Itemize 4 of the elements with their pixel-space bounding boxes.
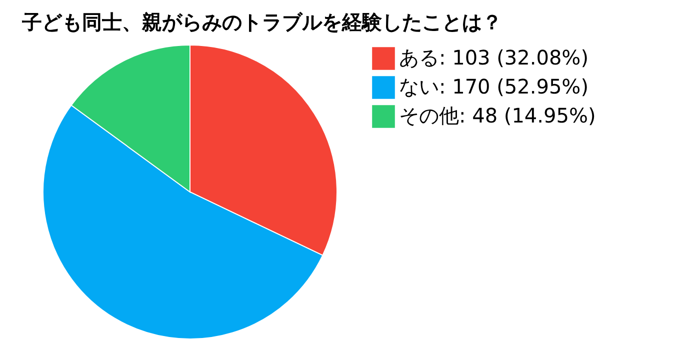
legend-label: ある: 103 (32.08%) [399,46,588,70]
chart-title: 子ども同士、親がらみのトラブルを経験したことは？ [21,10,502,34]
legend-label: その他: 48 (14.95%) [399,104,596,128]
legend-label: ない: 170 (52.95%) [399,74,588,98]
